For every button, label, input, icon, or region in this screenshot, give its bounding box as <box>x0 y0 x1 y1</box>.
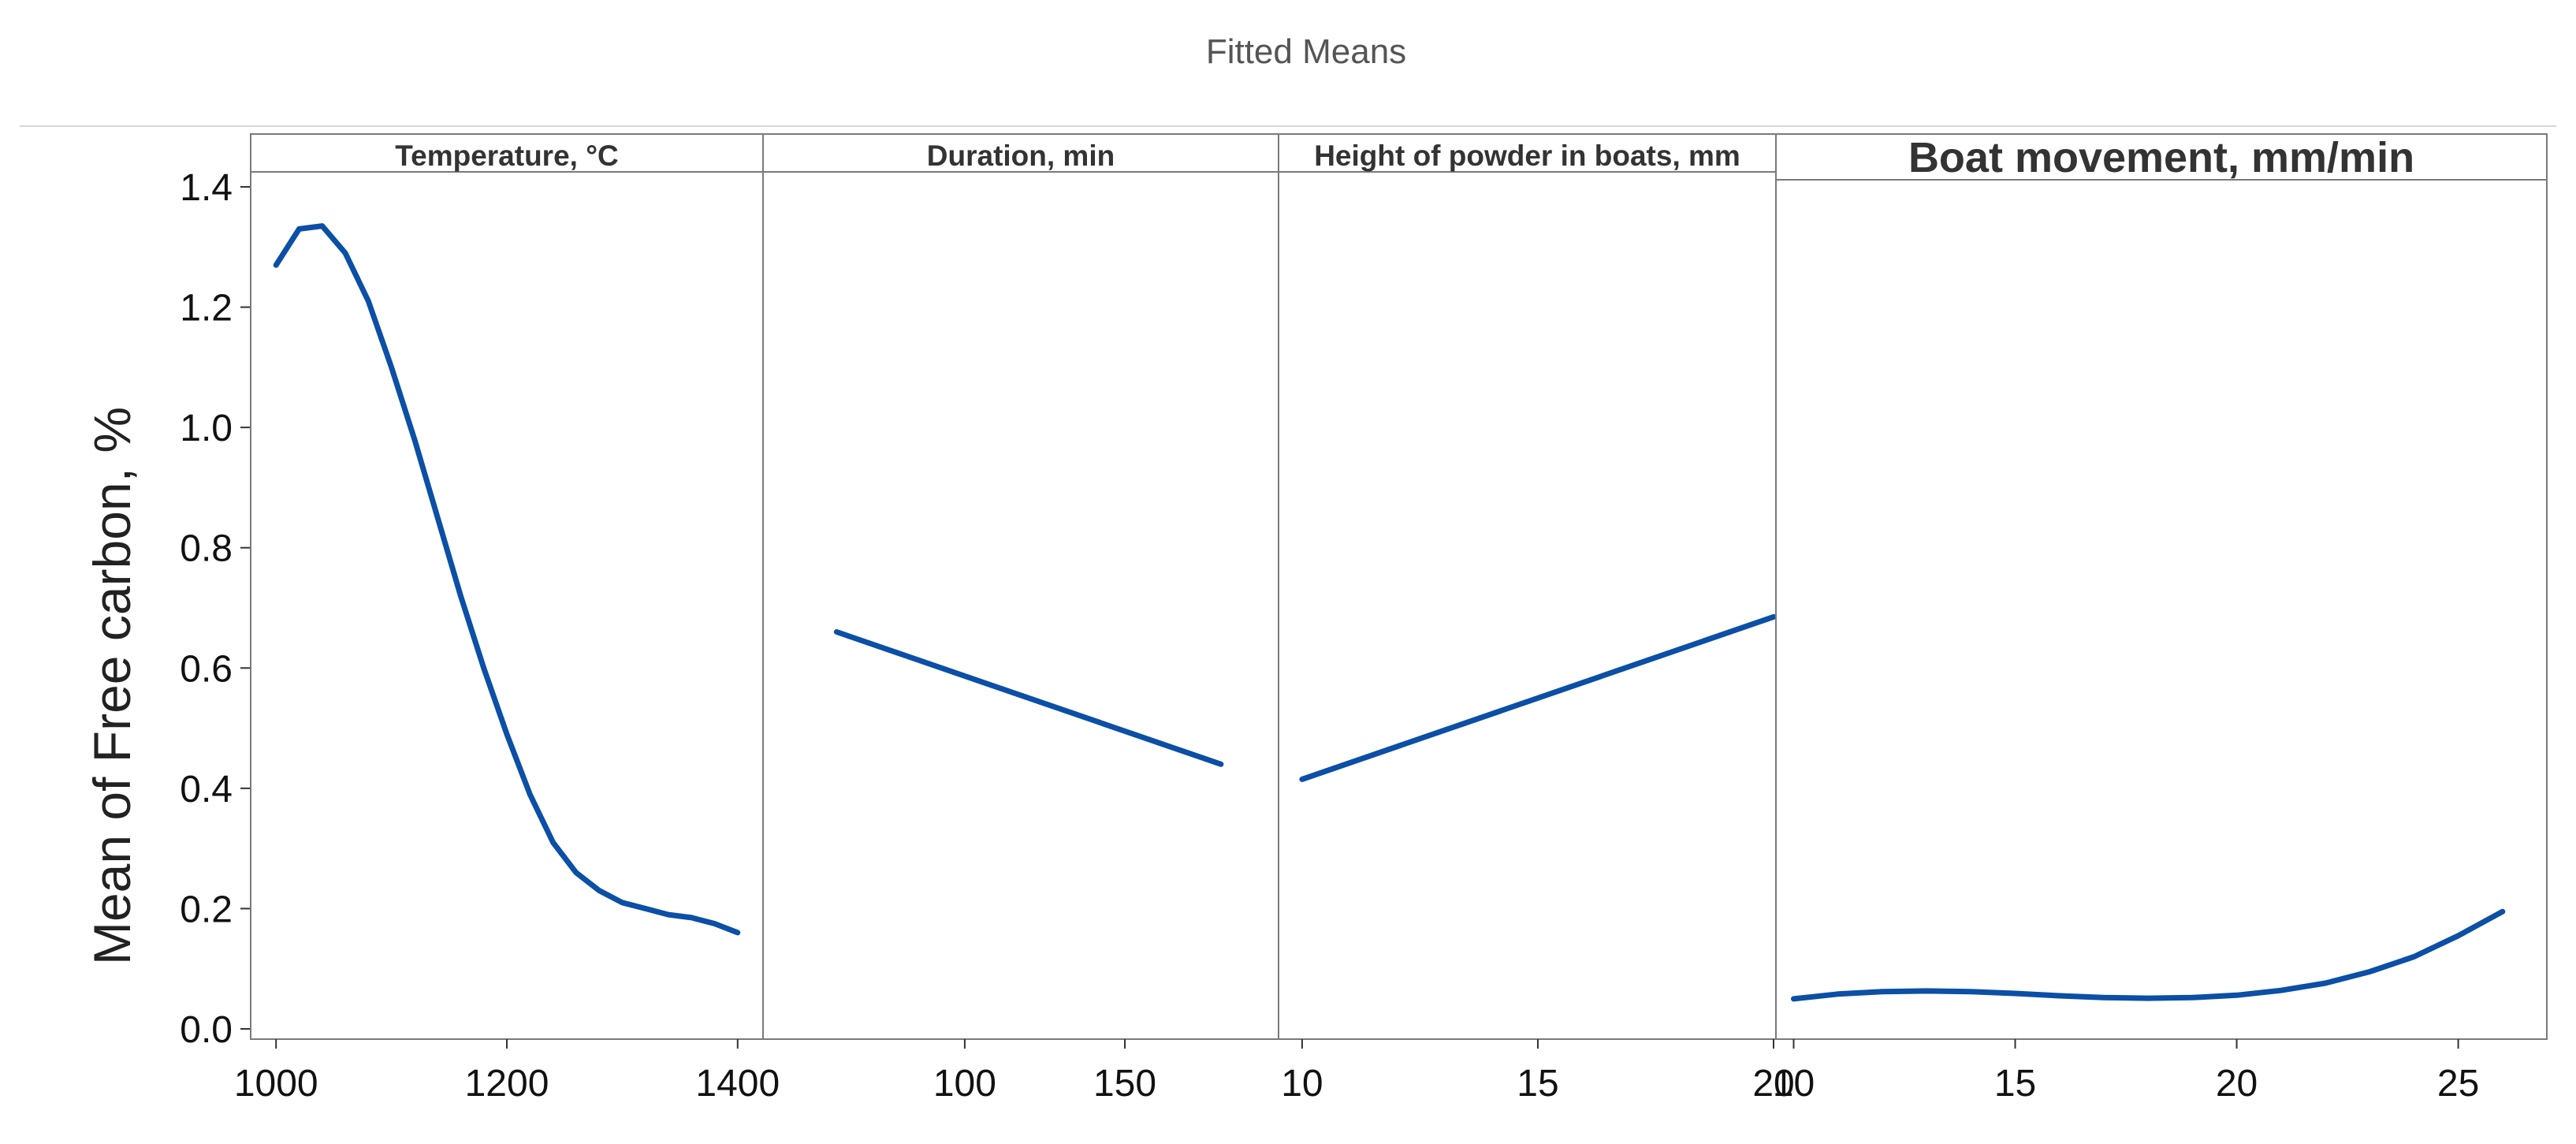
x-tick-label: 25 <box>2437 1063 2479 1105</box>
x-tick-label: 1200 <box>465 1063 549 1105</box>
x-tick-label: 15 <box>1517 1063 1558 1105</box>
x-tick-label: 20 <box>2216 1063 2258 1105</box>
x-tick-label: 150 <box>1093 1063 1156 1105</box>
x-tick-label: 1000 <box>234 1063 318 1105</box>
y-tick-label: 0.8 <box>180 528 233 570</box>
y-tick-label: 1.0 <box>180 408 233 449</box>
fitted-mean-line <box>833 629 1224 767</box>
x-tick-label: 10 <box>1281 1063 1323 1105</box>
y-tick-label: 0.2 <box>180 889 233 930</box>
panel-frame <box>1278 133 1777 1040</box>
y-tick-label: 0.0 <box>180 1009 233 1051</box>
fitted-mean-line <box>273 223 741 936</box>
fitted-mean-line <box>1299 613 1777 782</box>
y-tick-label: 1.4 <box>180 167 233 209</box>
panel-strip-label: Height of powder in boats, mm <box>1314 140 1740 172</box>
x-tick-label: 20 <box>1752 1063 1794 1105</box>
chart-title: Fitted Means <box>1206 32 1406 71</box>
y-tick-label: 0.6 <box>180 648 233 690</box>
panel-1: Temperature, °C 1000 1200 1400 <box>234 133 780 1105</box>
x-tick-label: 15 <box>1994 1063 2036 1105</box>
panel-frame <box>250 133 764 1040</box>
y-axis-label: Mean of Free carbon, % <box>83 407 141 965</box>
panel-4: Boat movement, mm/min 10 15 20 25 <box>1773 133 2548 1105</box>
y-axis-ticks: 0.0 0.2 0.4 0.6 0.8 1.0 1.2 1.4 <box>180 167 251 1051</box>
panel-frame <box>1775 133 2548 1040</box>
panel-frame <box>762 133 1279 1040</box>
panel-strip-label: Duration, min <box>927 140 1115 172</box>
panel-strip-label: Boat movement, mm/min <box>1908 134 2414 181</box>
x-tick-label: 10 <box>1773 1063 1815 1105</box>
panel-3: Height of powder in boats, mm 10 15 20 <box>1278 133 1795 1105</box>
panel-2: Duration, min 100 150 <box>762 133 1279 1105</box>
x-tick-label: 1400 <box>695 1063 780 1105</box>
fitted-mean-line <box>1791 908 2506 1002</box>
y-tick-label: 1.2 <box>180 288 233 330</box>
y-tick-label: 0.4 <box>180 769 233 810</box>
x-tick-label: 100 <box>933 1063 996 1105</box>
panel-strip-label: Temperature, °C <box>395 140 618 172</box>
